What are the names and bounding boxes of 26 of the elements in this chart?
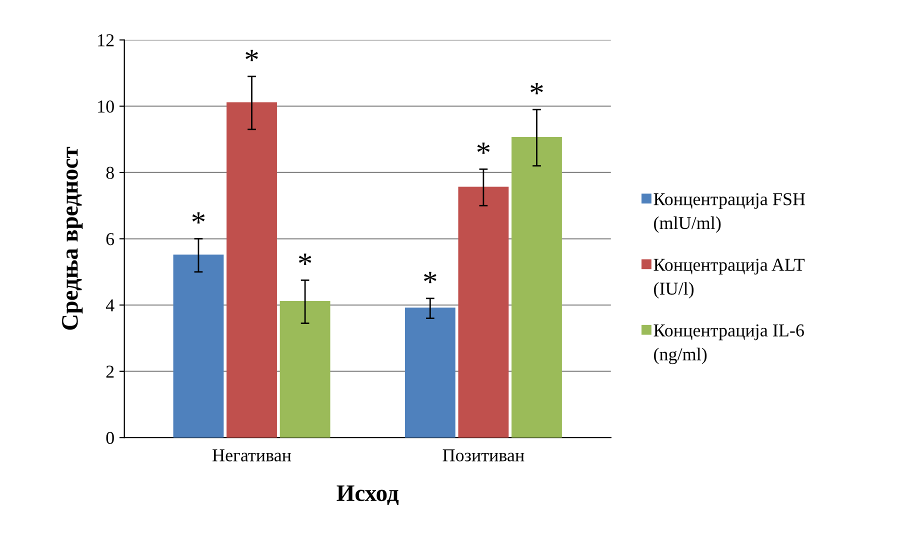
legend-label: Концентрација IL-6 (ng/ml) xyxy=(654,324,804,364)
bar xyxy=(173,254,224,438)
bar xyxy=(512,136,562,438)
annotation: * xyxy=(192,212,205,224)
x-axis-title: Исход xyxy=(336,485,399,506)
bar xyxy=(226,102,277,438)
y-tick-label: 12 xyxy=(98,34,114,46)
annotation: * xyxy=(424,272,436,284)
y-tick-label: 4 xyxy=(106,299,114,312)
annotation: * xyxy=(477,142,490,154)
x-tick-label: Позитиван xyxy=(442,449,524,462)
y-tick-label: 2 xyxy=(106,366,114,378)
annotation: * xyxy=(246,50,258,62)
x-tick-label: Негативан xyxy=(212,449,292,462)
y-tick-label: 6 xyxy=(106,233,114,246)
y-tick-label: 8 xyxy=(106,166,114,179)
bar xyxy=(280,301,330,438)
y-tick-label: 0 xyxy=(106,432,114,444)
y-tick-label: 10 xyxy=(98,100,114,113)
bar xyxy=(458,186,509,438)
legend-label: Концентрација FSH (mlU/ml) xyxy=(654,193,806,233)
y-axis-title: Средња вредност xyxy=(62,146,83,330)
annotation: * xyxy=(530,83,543,94)
bar xyxy=(404,308,456,438)
annotation: * xyxy=(298,254,312,265)
legend-label: Концентрација ALT (IU/l) xyxy=(654,258,805,298)
